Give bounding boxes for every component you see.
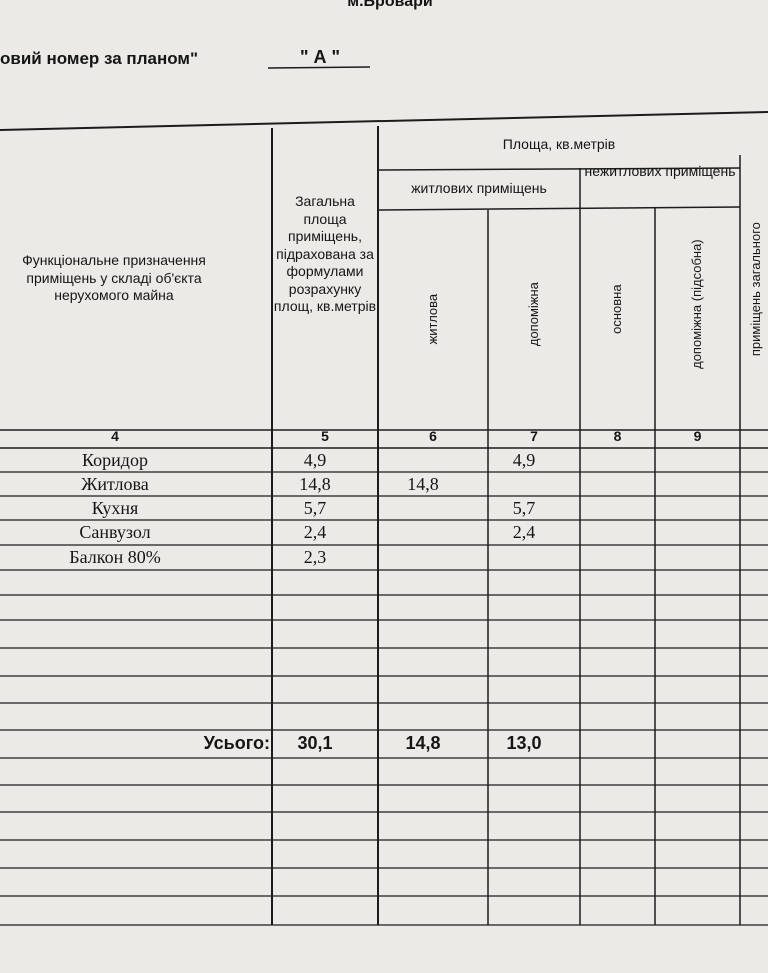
area-value: 4,9 [512,450,536,470]
room-name: Житлова [81,474,149,494]
room-name: Балкон 80% [69,547,161,567]
area-value: 4,9 [303,450,327,470]
column-number: 9 [693,428,702,444]
column-number: 5 [321,428,329,444]
total-header: Загальна площа приміщень, підрахована за… [273,193,377,314]
area-value: 5,7 [303,498,327,518]
plan-number-label: овий номер за планом" [0,49,199,68]
rule [0,111,768,131]
rule [377,167,741,171]
area-value: 2,4 [303,522,327,542]
vertical-header: приміщень загального [747,222,763,357]
rule [377,206,741,211]
rule [267,66,371,69]
purpose-header: Функціональне призначення приміщень у ск… [22,252,206,303]
vertical-header: допоміжна [525,282,541,347]
area-value: 5,7 [512,498,536,518]
area-value: 14,8 [407,474,439,494]
column-number: 6 [429,428,437,444]
nonliving-rooms-header: нежитлових приміщень [584,163,736,179]
room-name: Кухня [91,498,139,518]
plan-number: " А " [299,47,341,67]
summary-value: 30,1 [297,733,333,753]
room-name: Коридор [82,450,148,470]
summary-value: 13,0 [506,733,542,753]
vertical-header: житлова [424,293,440,345]
column-number: 4 [111,428,119,444]
column-number: 8 [613,428,622,444]
area-header: Площа, кв.метрів [502,136,616,152]
vertical-header: основна [608,284,624,334]
area-value: 14,8 [299,474,331,494]
living-rooms-header: житлових приміщень [411,180,547,196]
location: м.Бровари [347,0,433,10]
area-value: 2,3 [303,547,327,567]
column-number: 7 [530,428,538,444]
summary-label: Усього: [203,733,270,753]
vertical-header: допоміжна (підсобна) [688,239,704,369]
summary-value: 14,8 [405,733,441,753]
area-value: 2,4 [512,522,536,542]
room-name: Санвузол [79,522,151,542]
